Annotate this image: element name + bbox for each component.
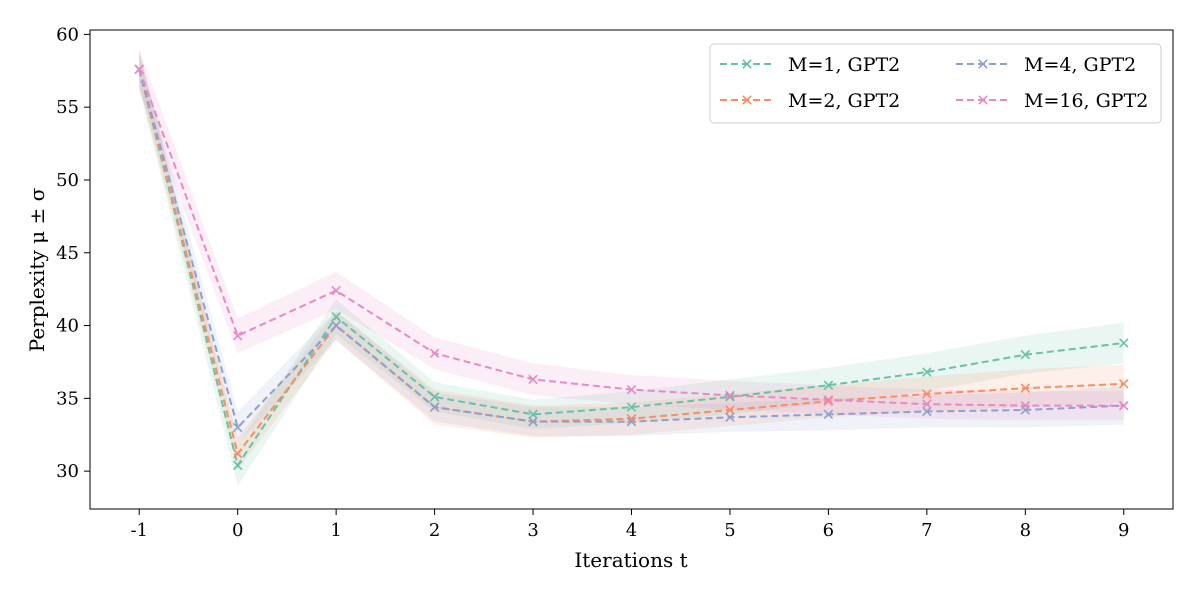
data-point-marker (331, 285, 341, 296)
data-point-marker (922, 406, 932, 417)
y-tick-label: 40 (56, 316, 79, 337)
legend-swatch-marker (978, 59, 988, 69)
data-point-marker (823, 396, 834, 407)
data-point-marker (1020, 383, 1031, 393)
data-point-marker (429, 392, 440, 402)
data-point-marker (725, 405, 735, 415)
data-point-marker (232, 330, 243, 341)
data-point-marker (1119, 379, 1129, 389)
x-tick-label: 0 (232, 520, 243, 541)
x-tick-label: 2 (429, 520, 440, 541)
y-tick-label: 30 (56, 461, 79, 482)
data-point-marker (1119, 338, 1129, 348)
y-tick-label: 35 (56, 388, 79, 409)
x-tick-label: 5 (724, 520, 735, 541)
data-point-marker (1020, 400, 1031, 411)
data-point-marker (232, 448, 243, 459)
data-point-marker (331, 312, 341, 322)
data-point-marker (1020, 349, 1031, 360)
x-tick-label: 7 (921, 520, 932, 541)
x-tick-label: 9 (1118, 520, 1129, 541)
y-tick-label: 60 (56, 24, 79, 45)
legend-label: M=16, GPT2 (1024, 90, 1148, 112)
data-point-marker (626, 413, 637, 424)
legend: M=1, GPT2 M=2, GPT2 M=4, GPT2 M=16, GPT2 (709, 43, 1162, 124)
data-point-marker (922, 399, 932, 409)
data-point-marker (626, 384, 637, 395)
data-point-marker (823, 395, 834, 405)
legend-label: M=1, GPT2 (788, 54, 900, 76)
y-tick-label: 45 (56, 243, 79, 264)
data-point-marker (922, 367, 932, 377)
data-point-marker (528, 409, 538, 420)
data-point-marker (134, 64, 144, 75)
data-point-marker (429, 348, 440, 358)
data-point-marker (1119, 400, 1129, 411)
data-point-marker (429, 402, 440, 412)
data-point-marker (528, 416, 538, 427)
data-point-marker (1020, 405, 1031, 415)
legend-box (709, 43, 1162, 124)
x-tick-label: 1 (330, 520, 341, 541)
data-point-marker (725, 412, 735, 423)
std-band-series-4 (139, 48, 1124, 421)
x-tick-label: 8 (1020, 520, 1031, 541)
y-axis-title: Perplexity μ ± σ (25, 187, 49, 352)
data-point-marker (232, 422, 243, 433)
y-axis: 30 35 40 45 50 55 60 (56, 24, 90, 482)
x-tick-label: 3 (527, 520, 538, 541)
legend-label: M=2, GPT2 (788, 90, 900, 112)
data-point-marker (331, 320, 341, 331)
x-axis: -1 0 1 2 3 4 5 6 7 8 9 (130, 509, 1129, 541)
data-point-marker (528, 374, 538, 385)
data-point-marker (922, 389, 932, 399)
data-point-marker (725, 390, 735, 401)
std-band-series-3 (139, 51, 1124, 444)
legend-swatch-marker (742, 95, 752, 105)
data-point-marker (626, 402, 637, 412)
data-point-marker (823, 380, 834, 391)
y-tick-label: 50 (56, 170, 79, 191)
data-point-marker (823, 409, 834, 420)
std-band-series-1 (139, 50, 1124, 486)
data-point-marker (626, 416, 637, 427)
legend-swatch-marker (978, 95, 988, 105)
x-tick-label: -1 (130, 520, 148, 541)
x-tick-label: 6 (823, 520, 834, 541)
y-tick-label: 55 (56, 97, 79, 118)
data-point-marker (232, 460, 243, 471)
series-markers (134, 64, 1129, 471)
legend-label: M=4, GPT2 (1024, 54, 1136, 76)
legend-swatch-marker (742, 59, 752, 69)
x-tick-label: 4 (626, 520, 637, 541)
data-point-marker (725, 392, 735, 402)
x-axis-title: Iterations t (574, 548, 687, 572)
